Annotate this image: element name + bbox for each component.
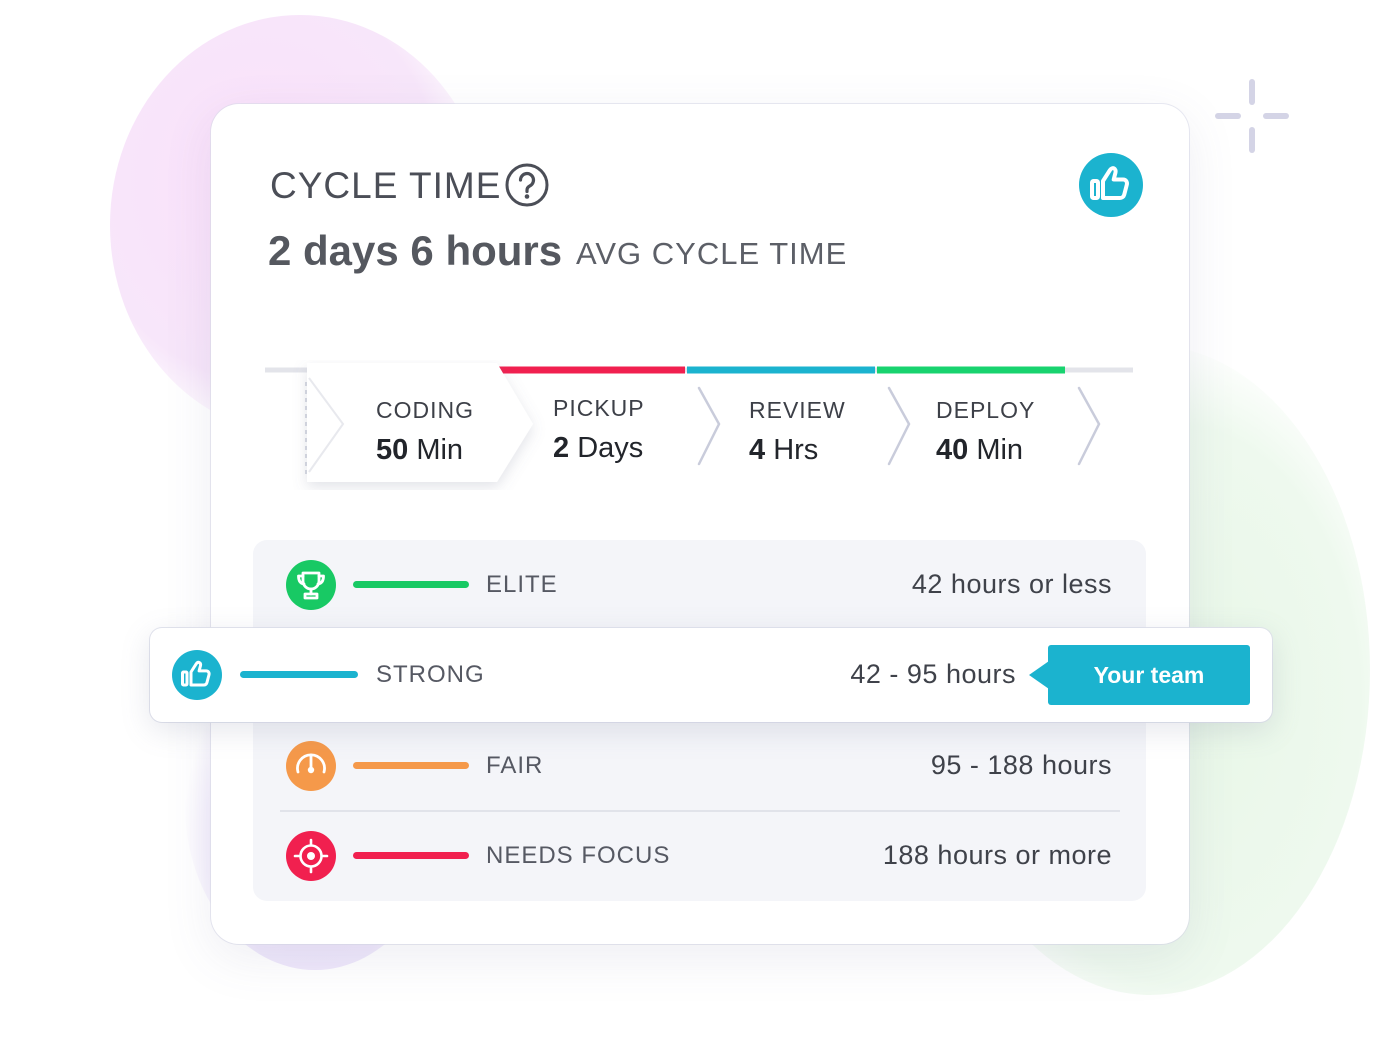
- chevron-right-icon: [1077, 386, 1101, 466]
- level-row-elite: ELITE 42 hours or less: [253, 540, 1146, 630]
- level-row-strong[interactable]: STRONG 42 - 95 hours Your team: [150, 628, 1272, 722]
- stage-value: 4 Hrs: [749, 434, 819, 466]
- level-indicator-line: [353, 762, 469, 769]
- level-indicator-line: [240, 671, 358, 678]
- target-icon: [286, 831, 336, 881]
- stage-review[interactable]: REVIEW 4 Hrs: [749, 396, 846, 468]
- stage-coding[interactable]: CODING 50 Min: [376, 396, 474, 468]
- avg-cycle-time-label: AVG CYCLE TIME: [576, 236, 848, 271]
- level-name: NEEDS FOCUS: [486, 842, 671, 869]
- stage-deploy[interactable]: DEPLOY 40 Min: [936, 396, 1035, 468]
- avg-cycle-time-value: 2 days 6 hours: [268, 227, 563, 274]
- card-title: CYCLE TIME: [270, 165, 502, 206]
- chevron-right-icon: [697, 386, 721, 466]
- your-team-badge: Your team: [1048, 645, 1250, 705]
- stage-value: 2 Days: [553, 432, 644, 464]
- level-name: STRONG: [376, 661, 485, 688]
- chevron-right-icon: [887, 386, 911, 466]
- cycle-time-card: CYCLE TIME 2 days 6 hours AVG CYCLE TIME: [211, 104, 1189, 944]
- your-team-pointer: [1029, 661, 1049, 689]
- divider: [280, 810, 1120, 812]
- help-circle-icon[interactable]: [504, 162, 550, 208]
- level-range: 42 hours or less: [911, 569, 1112, 599]
- stage-label: CODING: [376, 397, 474, 423]
- level-name: FAIR: [486, 752, 544, 779]
- coding-chevron: [307, 363, 533, 482]
- stage-pickup[interactable]: PICKUP 2 Days: [553, 394, 645, 466]
- stage-value: 40 Min: [936, 434, 1024, 466]
- stage-chevrons: [265, 363, 1133, 482]
- stage-label: REVIEW: [749, 397, 846, 423]
- gauge-icon: [286, 741, 336, 791]
- stage-value: 50 Min: [376, 434, 464, 466]
- level-indicator-line: [353, 581, 469, 588]
- stage-label: DEPLOY: [936, 397, 1036, 423]
- level-name: ELITE: [486, 571, 558, 598]
- level-range: 95 - 188 hours: [930, 750, 1112, 780]
- thumbs-up-icon: [1079, 153, 1143, 217]
- thumbs-up-icon: [172, 650, 222, 700]
- trophy-icon: [286, 560, 336, 610]
- level-row-fair: FAIR 95 - 188 hours: [253, 721, 1146, 811]
- cycle-stages: CODING 50 Min PICKUP 2 Days REVIEW 4 Hrs…: [265, 360, 1135, 490]
- stage-label: PICKUP: [553, 395, 645, 421]
- level-row-needs-focus: NEEDS FOCUS 188 hours or more: [253, 811, 1146, 901]
- level-indicator-line: [353, 852, 469, 859]
- sparkle-icon: [1215, 79, 1289, 153]
- level-range: 188 hours or more: [882, 840, 1112, 870]
- level-range: 42 - 95 hours: [850, 659, 1016, 689]
